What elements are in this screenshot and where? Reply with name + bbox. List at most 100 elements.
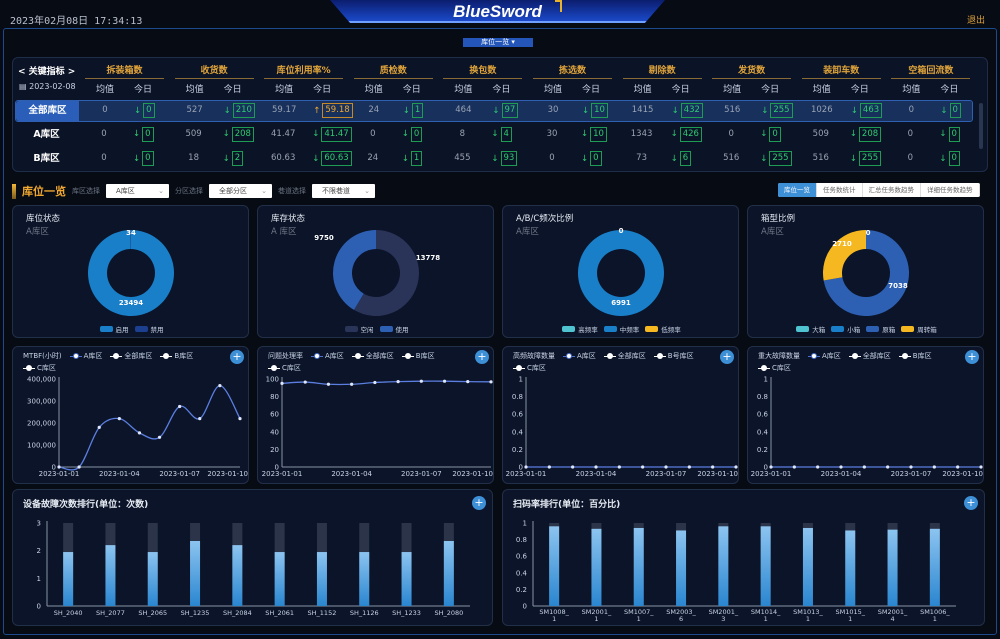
data-point[interactable] — [862, 465, 866, 469]
legend-item[interactable]: 使用 — [379, 324, 409, 334]
subzone-select[interactable]: 全部分区 ⌄ — [209, 184, 272, 198]
data-point[interactable] — [664, 465, 668, 469]
bar[interactable] — [105, 545, 116, 606]
bar[interactable] — [549, 526, 560, 606]
data-point[interactable] — [816, 465, 820, 469]
add-icon[interactable]: + — [472, 496, 486, 510]
add-icon[interactable]: + — [475, 350, 489, 364]
add-icon[interactable]: + — [230, 350, 244, 364]
data-point[interactable] — [57, 465, 61, 469]
data-point[interactable] — [932, 465, 936, 469]
legend-item[interactable]: B库区 — [401, 351, 435, 361]
kpi-row[interactable]: 全部库区 0 ↓ 0 527 ↓ 210 59.17 ↑ 59.18 24 ↓ 1 464 ↓ 97 30 ↓ 10… — [15, 100, 973, 122]
tab-2[interactable]: 汇总任务数趋势 — [863, 183, 921, 197]
legend-item[interactable]: 空闲 — [344, 324, 374, 334]
bar[interactable] — [591, 528, 602, 606]
legend-item[interactable]: 全部库区 — [848, 351, 891, 361]
data-point[interactable] — [238, 417, 242, 421]
legend-item[interactable]: 全部库区 — [110, 351, 152, 361]
data-point[interactable] — [769, 465, 773, 469]
data-point[interactable] — [979, 465, 983, 469]
data-point[interactable] — [617, 465, 621, 469]
legend-item[interactable]: B号库区 — [653, 351, 694, 361]
legend-item[interactable]: 小箱 — [831, 324, 860, 334]
bar[interactable] — [718, 526, 729, 606]
bar[interactable] — [929, 528, 940, 606]
legend-item[interactable]: C库区 — [23, 363, 56, 373]
data-point[interactable] — [594, 465, 598, 469]
donut-slice[interactable] — [577, 230, 664, 316]
data-point[interactable] — [373, 380, 377, 385]
legend-item[interactable]: A库区 — [808, 351, 841, 361]
bar[interactable] — [232, 545, 243, 606]
data-point[interactable] — [571, 465, 575, 469]
donut-slice[interactable] — [333, 230, 376, 310]
data-point[interactable] — [442, 379, 447, 383]
data-point[interactable] — [711, 465, 715, 469]
add-icon[interactable]: + — [965, 350, 979, 364]
bar[interactable] — [274, 552, 285, 606]
legend-item[interactable]: 原箱 — [866, 324, 895, 334]
donut-slice[interactable] — [353, 230, 419, 316]
legend-item[interactable]: C库区 — [758, 363, 791, 373]
data-point[interactable] — [117, 417, 121, 421]
data-point[interactable] — [218, 384, 222, 388]
logout-button[interactable]: 退出 — [966, 16, 985, 26]
legend-item[interactable]: 周转箱 — [901, 324, 937, 334]
kpi-scrollbar[interactable] — [979, 103, 983, 149]
legend-item[interactable]: C库区 — [268, 363, 301, 373]
kpi-title[interactable]: < 关键指标 > — [18, 67, 76, 77]
data-point[interactable] — [792, 465, 796, 469]
data-point[interactable] — [466, 380, 470, 384]
data-point[interactable] — [326, 382, 331, 386]
data-point[interactable] — [641, 465, 645, 469]
zone-select[interactable]: A库区 ⌄ — [106, 184, 169, 198]
data-point[interactable] — [77, 465, 81, 469]
data-point[interactable] — [956, 465, 960, 469]
data-point[interactable] — [350, 382, 354, 386]
bar[interactable] — [443, 540, 454, 606]
data-point[interactable] — [396, 380, 400, 384]
legend-item[interactable]: 低频率 — [645, 324, 681, 334]
bar[interactable] — [802, 527, 813, 606]
data-point[interactable] — [489, 380, 493, 384]
add-icon[interactable]: + — [720, 350, 734, 364]
data-point[interactable] — [886, 465, 890, 469]
bar[interactable] — [633, 527, 644, 606]
data-point[interactable] — [524, 465, 528, 469]
data-point[interactable] — [137, 431, 142, 435]
tab-1[interactable]: 任务数统计 — [817, 183, 863, 197]
legend-item[interactable]: 启用 — [99, 324, 129, 334]
legend-item[interactable]: C库区 — [513, 363, 546, 373]
kpi-row[interactable]: A库区 0 ↓ 0 509 ↓ 208 41.47 ↓ 41.47 0 ↓ 0 8 ↓ 4 30 ↓ 10 1343 ↓… — [15, 125, 973, 147]
legend-item[interactable]: A库区 — [563, 351, 596, 361]
legend-item[interactable]: 禁用 — [134, 324, 164, 334]
legend-item[interactable]: B库区 — [160, 351, 193, 361]
bar[interactable] — [887, 529, 898, 606]
donut-slice[interactable] — [823, 230, 866, 281]
legend-item[interactable]: B库区 — [898, 351, 932, 361]
add-icon[interactable]: + — [964, 496, 978, 510]
data-point[interactable] — [178, 404, 182, 409]
legend-item[interactable]: 全部库区 — [603, 351, 646, 361]
bar[interactable] — [147, 552, 158, 606]
kpi-date[interactable]: ▤ 2023-02-08 — [19, 82, 76, 91]
bar[interactable] — [190, 540, 201, 606]
data-point[interactable] — [303, 380, 307, 384]
bar[interactable] — [845, 530, 856, 606]
bar[interactable] — [359, 552, 370, 606]
data-point[interactable] — [909, 465, 913, 469]
data-point[interactable] — [419, 379, 423, 383]
legend-item[interactable]: 全部库区 — [351, 351, 394, 361]
data-point[interactable] — [157, 435, 162, 439]
lane-select[interactable]: 不限巷道 ⌄ — [312, 184, 375, 198]
data-point[interactable] — [734, 465, 738, 469]
tab-0[interactable]: 库位一览 — [778, 183, 817, 197]
data-point[interactable] — [97, 425, 101, 429]
donut-slice[interactable] — [87, 230, 174, 316]
view-select[interactable]: 库位一览 ▾ — [463, 38, 533, 47]
bar[interactable] — [63, 552, 74, 606]
legend-item[interactable]: A库区 — [311, 351, 344, 361]
bar[interactable] — [316, 552, 327, 606]
data-point[interactable] — [198, 417, 202, 421]
